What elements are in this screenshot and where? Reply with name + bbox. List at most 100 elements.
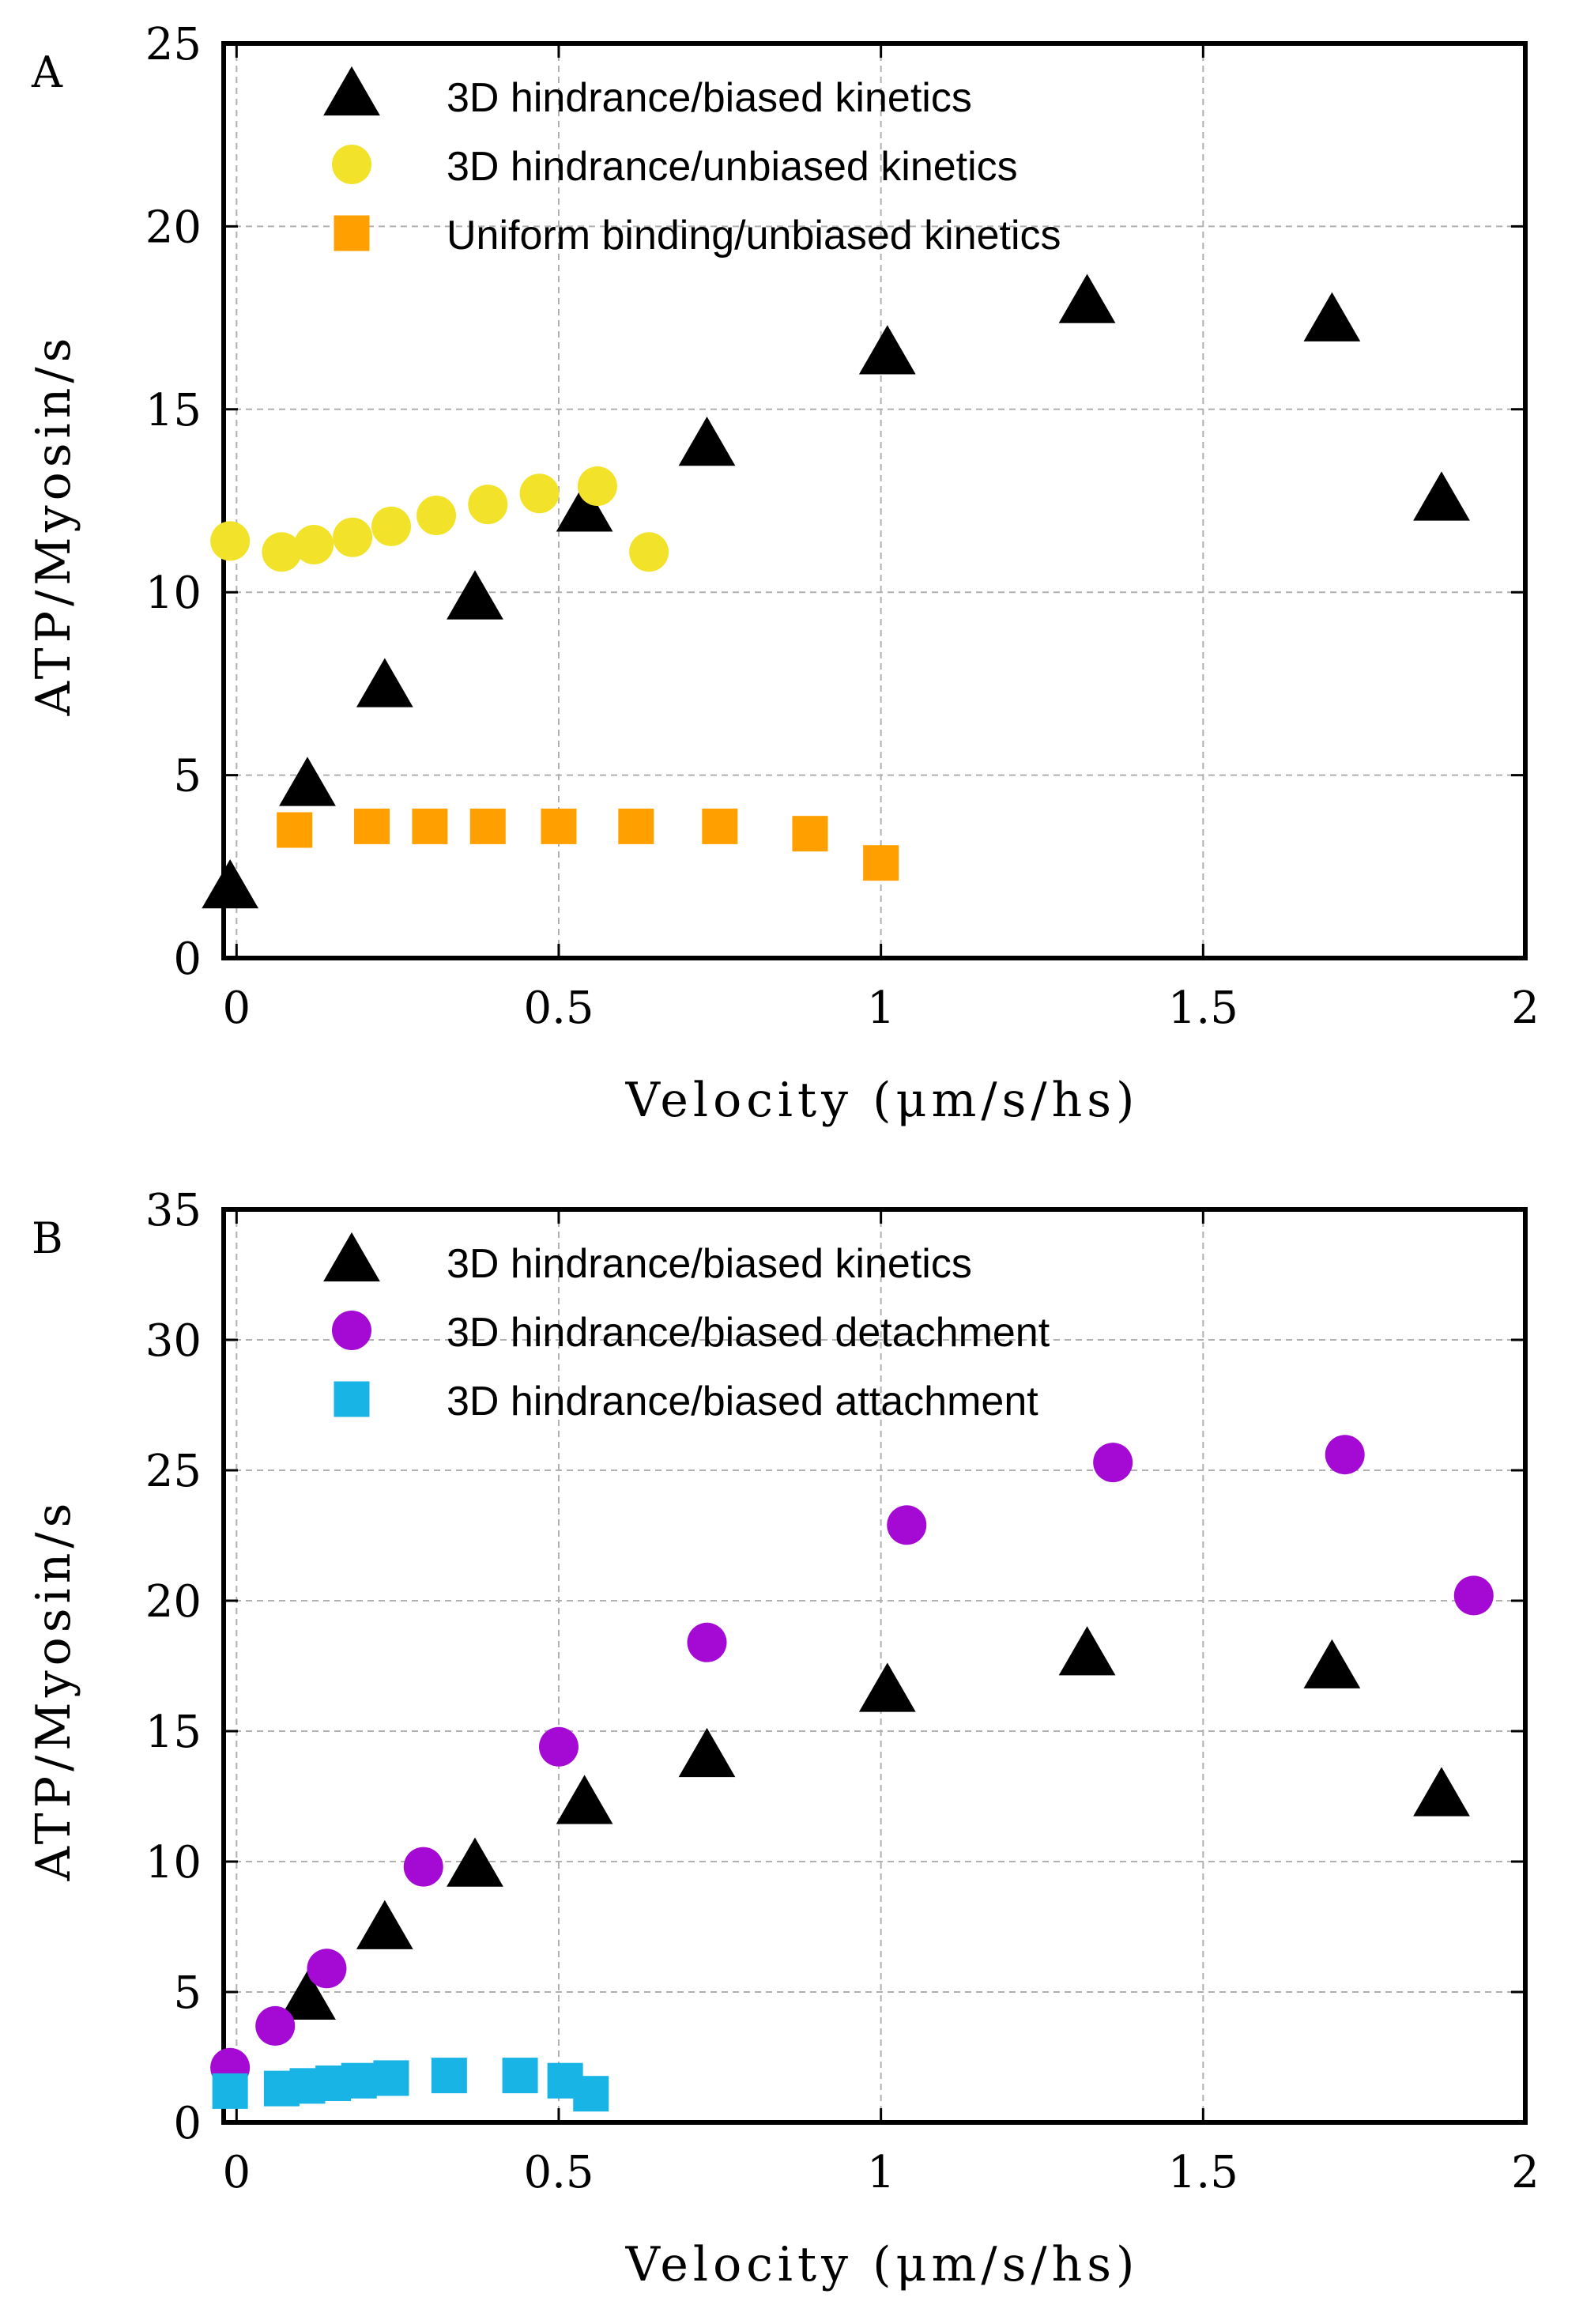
data-point-square — [469, 808, 506, 844]
data-point-circle — [519, 473, 560, 514]
y-axis-label: ATP/Myosin/s — [26, 334, 81, 717]
x-tick-label: 0 — [222, 983, 251, 1034]
legend-entry-label: 3D hindrance/biased kinetics — [447, 1241, 972, 1287]
legend-entry-label: 3D hindrance/unbiased kinetics — [447, 144, 1018, 190]
y-tick-label: 25 — [145, 1446, 202, 1497]
panel-letter: B — [32, 1213, 63, 1263]
data-point-circle — [468, 485, 508, 525]
legend-marker-triangle — [323, 66, 380, 116]
data-point-triangle — [356, 1900, 413, 1949]
data-point-triangle — [1303, 292, 1361, 341]
y-tick-label: 15 — [145, 385, 202, 436]
data-point-triangle — [858, 325, 916, 375]
x-tick-label: 0.5 — [523, 983, 594, 1034]
data-point-circle — [333, 517, 373, 557]
data-point-triangle — [1303, 1639, 1361, 1688]
panel-letter: A — [31, 47, 63, 97]
data-point-square — [541, 808, 577, 844]
legend-entry-label: 3D hindrance/biased attachment — [447, 1379, 1038, 1424]
data-point-square — [863, 845, 899, 881]
y-tick-label: 10 — [145, 1837, 202, 1888]
data-point-circle — [371, 506, 411, 546]
x-axis-label: Velocity (μm/s/hs) — [625, 1073, 1140, 1128]
legend-marker-triangle — [323, 1232, 380, 1282]
y-tick-label: 20 — [145, 202, 202, 253]
data-point-triangle — [447, 570, 503, 620]
data-point-circle — [538, 1726, 579, 1767]
data-point-triangle — [678, 1727, 736, 1778]
data-point-triangle — [1058, 1626, 1116, 1676]
data-point-triangle — [279, 756, 336, 806]
legend-marker-square — [334, 1381, 370, 1417]
data-point-square — [277, 812, 313, 848]
data-point-square — [702, 808, 738, 844]
data-point-circle — [1325, 1435, 1365, 1475]
data-point-triangle — [279, 1970, 336, 2020]
data-point-circle — [687, 1622, 727, 1662]
data-point-square — [502, 2058, 538, 2094]
y-tick-label: 20 — [145, 1576, 202, 1628]
legend-entry-label: Uniform binding/unbiased kinetics — [447, 213, 1061, 258]
legend-marker-circle — [332, 145, 371, 184]
x-tick-label: 1.5 — [1168, 2147, 1238, 2198]
data-point-triangle — [1058, 274, 1116, 323]
data-point-circle — [262, 532, 302, 572]
y-tick-label: 35 — [145, 1185, 202, 1236]
data-point-triangle — [1413, 1767, 1470, 1817]
x-tick-label: 1 — [867, 983, 895, 1034]
x-tick-label: 2 — [1511, 983, 1540, 1034]
data-point-circle — [294, 525, 334, 565]
legend-entry-label: 3D hindrance/biased kinetics — [447, 75, 972, 121]
data-point-triangle — [556, 1775, 613, 1824]
data-point-square — [341, 2062, 377, 2099]
data-point-square — [618, 808, 654, 844]
y-tick-label: 5 — [173, 1967, 202, 2019]
y-tick-label: 15 — [145, 1707, 202, 1758]
data-point-triangle — [447, 1837, 503, 1887]
data-point-square — [431, 2058, 467, 2094]
data-point-circle — [255, 2005, 296, 2046]
data-point-triangle — [356, 658, 413, 707]
data-point-circle — [1453, 1575, 1494, 1616]
legend-entry-label: 3D hindrance/biased detachment — [447, 1310, 1050, 1356]
y-tick-label: 0 — [173, 2098, 202, 2149]
data-point-circle — [307, 1949, 347, 1989]
y-tick-label: 30 — [145, 1315, 202, 1367]
legend-marker-circle — [332, 1311, 371, 1350]
x-axis-label: Velocity (μm/s/hs) — [625, 2237, 1140, 2292]
data-point-square — [354, 808, 390, 844]
data-point-circle — [577, 466, 617, 506]
y-tick-label: 0 — [173, 934, 202, 985]
data-point-triangle — [202, 858, 259, 909]
data-point-square — [792, 816, 828, 852]
data-point-square — [373, 2060, 409, 2096]
data-point-triangle — [1413, 471, 1470, 521]
y-tick-label: 10 — [145, 568, 202, 619]
data-point-square — [212, 2073, 248, 2109]
data-point-circle — [416, 496, 457, 536]
data-point-square — [412, 808, 448, 844]
x-tick-label: 0.5 — [523, 2147, 594, 2198]
x-tick-label: 0 — [222, 2147, 251, 2198]
data-point-triangle — [556, 482, 613, 532]
data-point-circle — [210, 521, 251, 561]
y-axis-label: ATP/Myosin/s — [26, 1499, 81, 1882]
x-tick-label: 1 — [867, 2147, 895, 2198]
y-tick-label: 25 — [145, 19, 202, 70]
data-point-circle — [403, 1847, 443, 1887]
y-tick-label: 5 — [173, 751, 202, 802]
data-point-triangle — [678, 417, 736, 466]
plot-frame — [221, 1207, 1528, 2125]
plot-frame — [221, 41, 1528, 960]
data-point-triangle — [858, 1662, 916, 1712]
data-point-circle — [629, 532, 669, 572]
data-point-circle — [887, 1505, 927, 1545]
x-tick-label: 1.5 — [1168, 983, 1238, 1034]
legend-marker-square — [334, 215, 370, 251]
x-tick-label: 2 — [1511, 2147, 1540, 2198]
data-point-circle — [1093, 1443, 1133, 1483]
data-point-square — [573, 2076, 609, 2112]
